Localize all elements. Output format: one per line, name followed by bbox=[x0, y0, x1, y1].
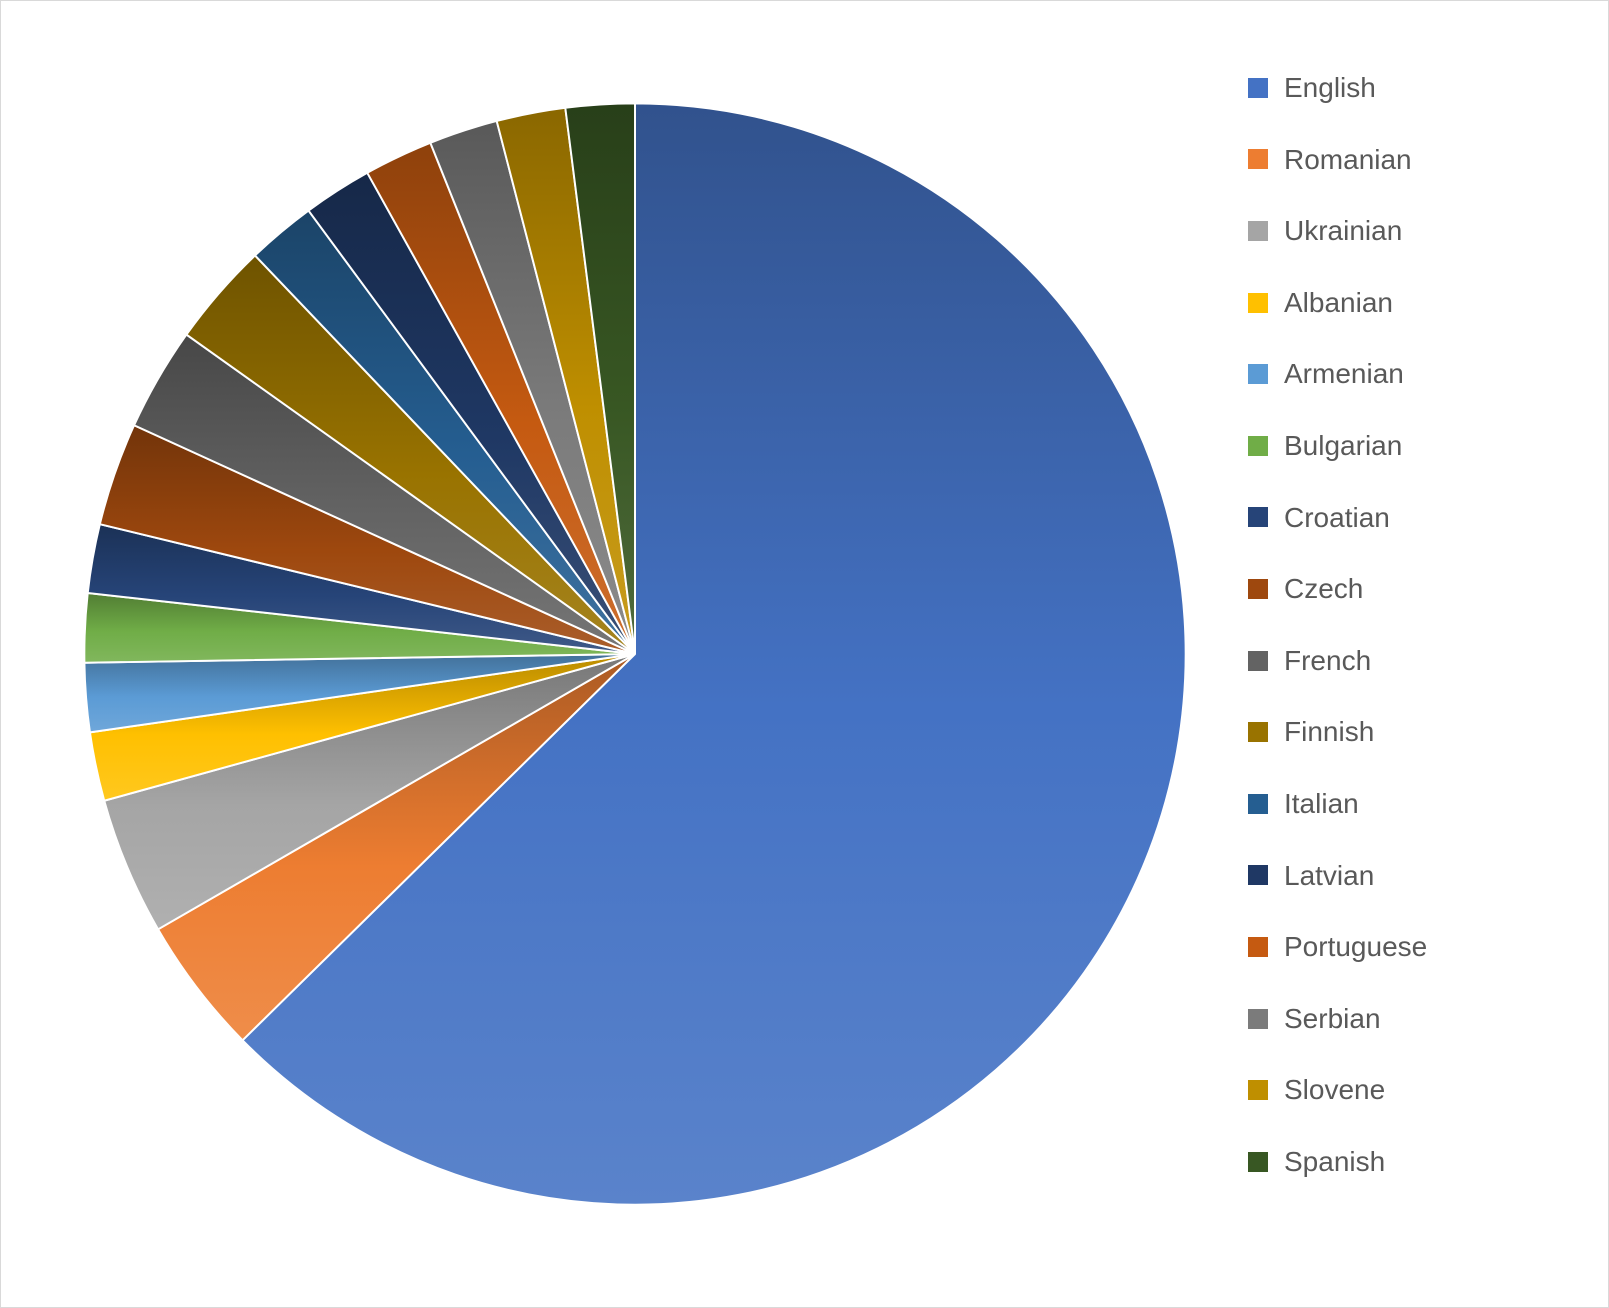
legend-label: Serbian bbox=[1284, 1002, 1381, 1036]
legend-item: French bbox=[1248, 644, 1578, 678]
legend-item: Spanish bbox=[1248, 1145, 1578, 1179]
legend-label: Armenian bbox=[1284, 357, 1404, 391]
legend-item: Serbian bbox=[1248, 1002, 1578, 1036]
legend-swatch bbox=[1248, 149, 1268, 169]
legend-swatch bbox=[1248, 221, 1268, 241]
legend-label: Czech bbox=[1284, 572, 1363, 606]
legend-swatch bbox=[1248, 78, 1268, 98]
legend-swatch bbox=[1248, 937, 1268, 957]
legend-swatch bbox=[1248, 293, 1268, 313]
legend-label: Albanian bbox=[1284, 286, 1393, 320]
legend-swatch bbox=[1248, 1080, 1268, 1100]
legend-label: Slovene bbox=[1284, 1073, 1385, 1107]
legend-item: Ukrainian bbox=[1248, 214, 1578, 248]
chart-frame: English Romanian Ukrainian Albanian Armenian… bbox=[0, 0, 1609, 1308]
legend-label: Portuguese bbox=[1284, 930, 1427, 964]
legend-item: Slovene bbox=[1248, 1073, 1578, 1107]
legend-swatch bbox=[1248, 794, 1268, 814]
legend-label: Croatian bbox=[1284, 501, 1390, 535]
legend-item: Armenian bbox=[1248, 357, 1578, 391]
legend-swatch bbox=[1248, 507, 1268, 527]
legend-label: Ukrainian bbox=[1284, 214, 1402, 248]
legend-swatch bbox=[1248, 865, 1268, 885]
legend-label: Bulgarian bbox=[1284, 429, 1402, 463]
legend: English Romanian Ukrainian Albanian Armenian… bbox=[1238, 31, 1578, 1217]
pie-chart bbox=[45, 64, 1225, 1244]
legend-item: Italian bbox=[1248, 787, 1578, 821]
legend-item: Bulgarian bbox=[1248, 429, 1578, 463]
legend-item: Albanian bbox=[1248, 286, 1578, 320]
legend-swatch bbox=[1248, 579, 1268, 599]
legend-swatch bbox=[1248, 651, 1268, 671]
legend-label: Italian bbox=[1284, 787, 1359, 821]
legend-item: Romanian bbox=[1248, 143, 1578, 177]
legend-item: Finnish bbox=[1248, 715, 1578, 749]
legend-label: Latvian bbox=[1284, 859, 1374, 893]
legend-label: Spanish bbox=[1284, 1145, 1385, 1179]
legend-swatch bbox=[1248, 1152, 1268, 1172]
legend-item: Czech bbox=[1248, 572, 1578, 606]
legend-swatch bbox=[1248, 364, 1268, 384]
legend-item: Croatian bbox=[1248, 501, 1578, 535]
pie-container bbox=[31, 31, 1238, 1277]
legend-swatch bbox=[1248, 1009, 1268, 1029]
legend-item: English bbox=[1248, 71, 1578, 105]
legend-swatch bbox=[1248, 722, 1268, 742]
legend-swatch bbox=[1248, 436, 1268, 456]
legend-label: Romanian bbox=[1284, 143, 1412, 177]
legend-item: Portuguese bbox=[1248, 930, 1578, 964]
legend-label: French bbox=[1284, 644, 1371, 678]
chart-area: English Romanian Ukrainian Albanian Armenian… bbox=[31, 31, 1578, 1277]
legend-label: Finnish bbox=[1284, 715, 1374, 749]
legend-label: English bbox=[1284, 71, 1376, 105]
legend-item: Latvian bbox=[1248, 859, 1578, 893]
